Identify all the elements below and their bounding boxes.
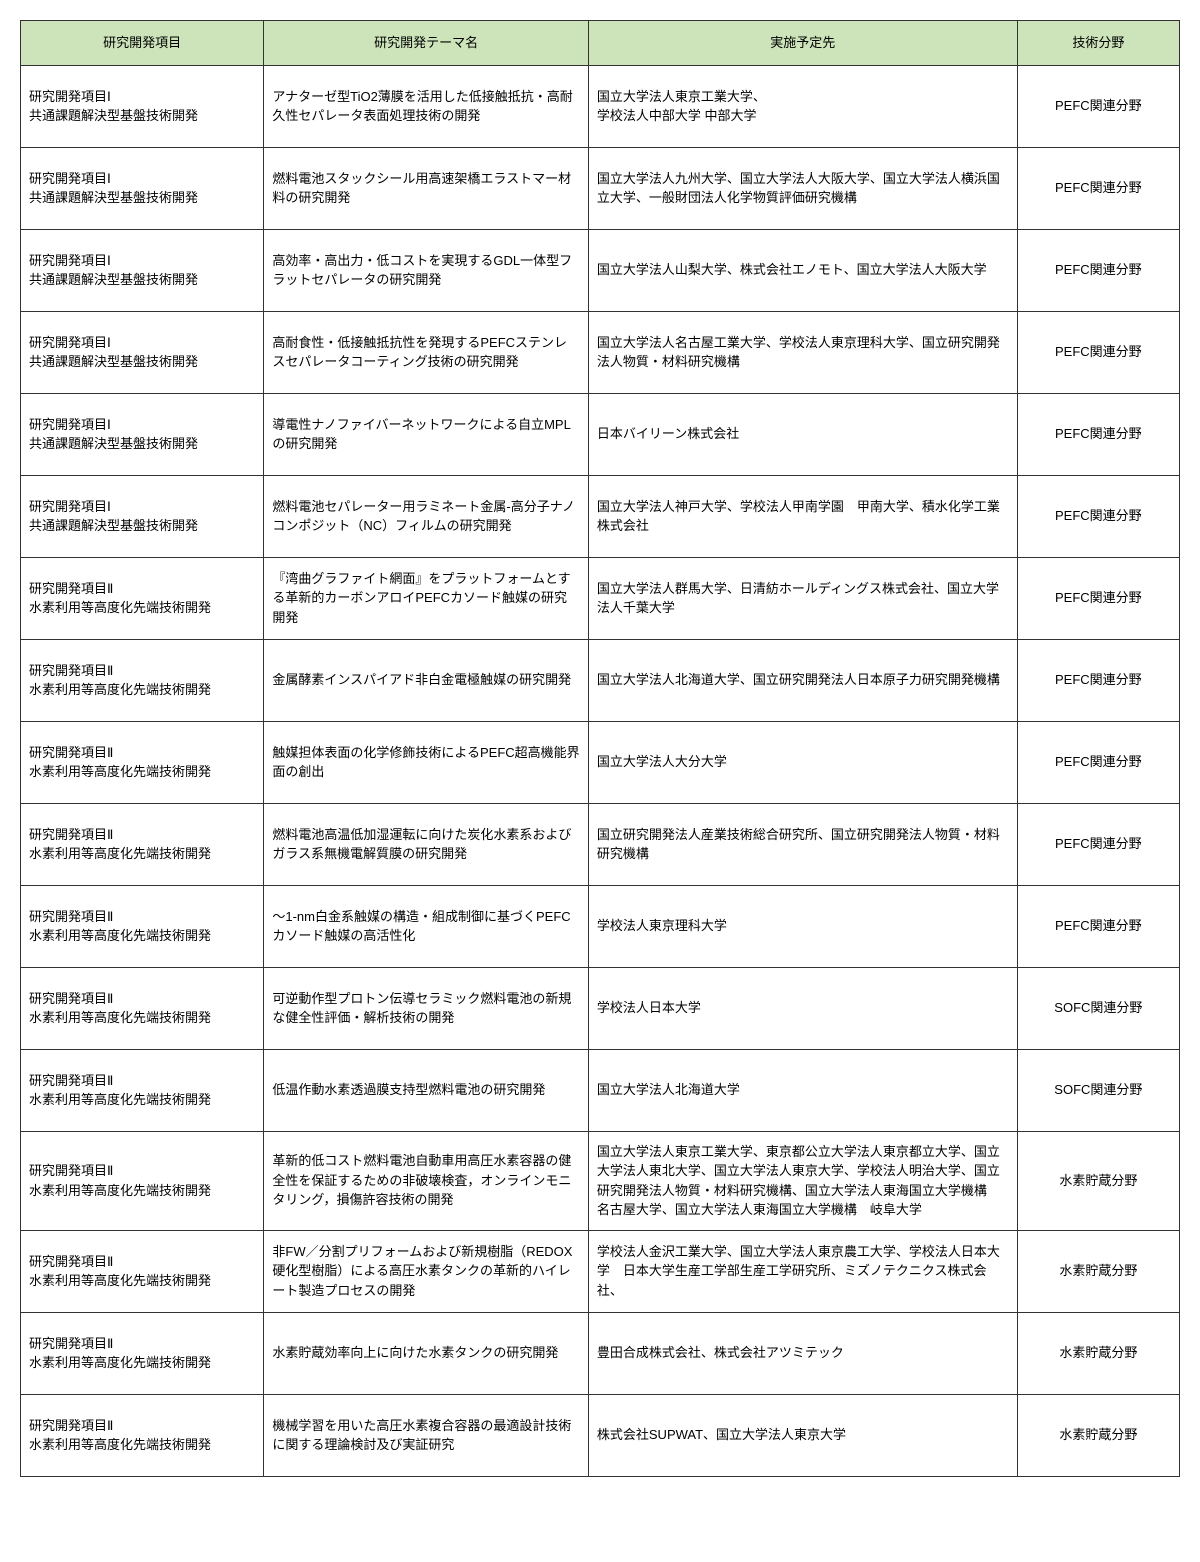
cell-field: PEFC関連分野 bbox=[1017, 639, 1179, 721]
cell-item: 研究開発項目Ⅱ 水素利用等高度化先端技術開発 bbox=[21, 639, 264, 721]
cell-theme: ～1-nm白金系触媒の構造・組成制御に基づくPEFCカソード触媒の高活性化 bbox=[264, 885, 589, 967]
cell-theme: 燃料電池スタックシール用高速架橋エラストマー材料の研究開発 bbox=[264, 147, 589, 229]
cell-field: PEFC関連分野 bbox=[1017, 147, 1179, 229]
cell-theme: 金属酵素インスパイアド非白金電極触媒の研究開発 bbox=[264, 639, 589, 721]
cell-org: 国立大学法人東京工業大学、 学校法人中部大学 中部大学 bbox=[588, 65, 1017, 147]
cell-field: PEFC関連分野 bbox=[1017, 803, 1179, 885]
header-field: 技術分野 bbox=[1017, 21, 1179, 66]
research-table: 研究開発項目 研究開発テーマ名 実施予定先 技術分野 研究開発項目Ⅰ 共通課題解… bbox=[20, 20, 1180, 1477]
cell-org: 学校法人金沢工業大学、国立大学法人東京農工大学、学校法人日本大学 日本大学生産工… bbox=[588, 1230, 1017, 1312]
cell-org: 学校法人東京理科大学 bbox=[588, 885, 1017, 967]
cell-field: SOFC関連分野 bbox=[1017, 1049, 1179, 1131]
cell-theme: 水素貯蔵効率向上に向けた水素タンクの研究開発 bbox=[264, 1312, 589, 1394]
cell-field: PEFC関連分野 bbox=[1017, 65, 1179, 147]
cell-field: PEFC関連分野 bbox=[1017, 393, 1179, 475]
cell-field: PEFC関連分野 bbox=[1017, 311, 1179, 393]
cell-theme: 触媒担体表面の化学修飾技術によるPEFC超高機能界面の創出 bbox=[264, 721, 589, 803]
cell-item: 研究開発項目Ⅱ 水素利用等高度化先端技術開発 bbox=[21, 1394, 264, 1476]
cell-theme: 高効率・高出力・低コストを実現するGDL一体型フラットセパレータの研究開発 bbox=[264, 229, 589, 311]
header-item: 研究開発項目 bbox=[21, 21, 264, 66]
cell-field: PEFC関連分野 bbox=[1017, 885, 1179, 967]
cell-item: 研究開発項目Ⅱ 水素利用等高度化先端技術開発 bbox=[21, 803, 264, 885]
cell-theme: 高耐食性・低接触抵抗性を発現するPEFCステンレスセパレータコーティング技術の研… bbox=[264, 311, 589, 393]
cell-item: 研究開発項目Ⅰ 共通課題解決型基盤技術開発 bbox=[21, 311, 264, 393]
cell-theme: アナターゼ型TiO2薄膜を活用した低接触抵抗・高耐久性セパレータ表面処理技術の開… bbox=[264, 65, 589, 147]
cell-item: 研究開発項目Ⅰ 共通課題解決型基盤技術開発 bbox=[21, 65, 264, 147]
cell-org: 国立研究開発法人産業技術総合研究所、国立研究開発法人物質・材料研究機構 bbox=[588, 803, 1017, 885]
cell-field: PEFC関連分野 bbox=[1017, 229, 1179, 311]
cell-item: 研究開発項目Ⅱ 水素利用等高度化先端技術開発 bbox=[21, 1312, 264, 1394]
table-row: 研究開発項目Ⅱ 水素利用等高度化先端技術開発燃料電池高温低加湿運転に向けた炭化水… bbox=[21, 803, 1180, 885]
cell-org: 国立大学法人九州大学、国立大学法人大阪大学、国立大学法人横浜国立大学、一般財団法… bbox=[588, 147, 1017, 229]
cell-field: 水素貯蔵分野 bbox=[1017, 1131, 1179, 1230]
cell-theme: 『湾曲グラファイト網面』をプラットフォームとする革新的カーボンアロイPEFCカソ… bbox=[264, 557, 589, 639]
cell-org: 国立大学法人北海道大学 bbox=[588, 1049, 1017, 1131]
table-row: 研究開発項目Ⅱ 水素利用等高度化先端技術開発革新的低コスト燃料電池自動車用高圧水… bbox=[21, 1131, 1180, 1230]
table-row: 研究開発項目Ⅱ 水素利用等高度化先端技術開発低温作動水素透過膜支持型燃料電池の研… bbox=[21, 1049, 1180, 1131]
cell-org: 国立大学法人大分大学 bbox=[588, 721, 1017, 803]
cell-item: 研究開発項目Ⅱ 水素利用等高度化先端技術開発 bbox=[21, 885, 264, 967]
cell-theme: 可逆動作型プロトン伝導セラミック燃料電池の新規な健全性評価・解析技術の開発 bbox=[264, 967, 589, 1049]
cell-item: 研究開発項目Ⅱ 水素利用等高度化先端技術開発 bbox=[21, 721, 264, 803]
cell-theme: 革新的低コスト燃料電池自動車用高圧水素容器の健全性を保証するための非破壊検査，オ… bbox=[264, 1131, 589, 1230]
cell-theme: 低温作動水素透過膜支持型燃料電池の研究開発 bbox=[264, 1049, 589, 1131]
table-row: 研究開発項目Ⅱ 水素利用等高度化先端技術開発『湾曲グラファイト網面』をプラットフ… bbox=[21, 557, 1180, 639]
cell-theme: 導電性ナノファイバーネットワークによる自立MPLの研究開発 bbox=[264, 393, 589, 475]
cell-field: SOFC関連分野 bbox=[1017, 967, 1179, 1049]
cell-item: 研究開発項目Ⅱ 水素利用等高度化先端技術開発 bbox=[21, 1049, 264, 1131]
cell-theme: 機械学習を用いた高圧水素複合容器の最適設計技術に関する理論検討及び実証研究 bbox=[264, 1394, 589, 1476]
cell-org: 国立大学法人名古屋工業大学、学校法人東京理科大学、国立研究開発法人物質・材料研究… bbox=[588, 311, 1017, 393]
table-row: 研究開発項目Ⅰ 共通課題解決型基盤技術開発高耐食性・低接触抵抗性を発現するPEF… bbox=[21, 311, 1180, 393]
cell-item: 研究開発項目Ⅰ 共通課題解決型基盤技術開発 bbox=[21, 229, 264, 311]
cell-org: 学校法人日本大学 bbox=[588, 967, 1017, 1049]
cell-item: 研究開発項目Ⅰ 共通課題解決型基盤技術開発 bbox=[21, 393, 264, 475]
cell-theme: 燃料電池セパレーター用ラミネート金属-高分子ナノコンポジット（NC）フィルムの研… bbox=[264, 475, 589, 557]
cell-item: 研究開発項目Ⅰ 共通課題解決型基盤技術開発 bbox=[21, 147, 264, 229]
cell-item: 研究開発項目Ⅱ 水素利用等高度化先端技術開発 bbox=[21, 1131, 264, 1230]
cell-field: 水素貯蔵分野 bbox=[1017, 1394, 1179, 1476]
cell-org: 株式会社SUPWAT、国立大学法人東京大学 bbox=[588, 1394, 1017, 1476]
table-row: 研究開発項目Ⅰ 共通課題解決型基盤技術開発燃料電池セパレーター用ラミネート金属-… bbox=[21, 475, 1180, 557]
cell-item: 研究開発項目Ⅱ 水素利用等高度化先端技術開発 bbox=[21, 967, 264, 1049]
cell-item: 研究開発項目Ⅱ 水素利用等高度化先端技術開発 bbox=[21, 557, 264, 639]
table-header-row: 研究開発項目 研究開発テーマ名 実施予定先 技術分野 bbox=[21, 21, 1180, 66]
table-row: 研究開発項目Ⅱ 水素利用等高度化先端技術開発非FW／分割プリフォームおよび新規樹… bbox=[21, 1230, 1180, 1312]
cell-theme: 非FW／分割プリフォームおよび新規樹脂（REDOX硬化型樹脂）による高圧水素タン… bbox=[264, 1230, 589, 1312]
cell-org: 国立大学法人群馬大学、日清紡ホールディングス株式会社、国立大学法人千葉大学 bbox=[588, 557, 1017, 639]
cell-field: PEFC関連分野 bbox=[1017, 557, 1179, 639]
cell-item: 研究開発項目Ⅱ 水素利用等高度化先端技術開発 bbox=[21, 1230, 264, 1312]
table-row: 研究開発項目Ⅱ 水素利用等高度化先端技術開発可逆動作型プロトン伝導セラミック燃料… bbox=[21, 967, 1180, 1049]
table-row: 研究開発項目Ⅱ 水素利用等高度化先端技術開発機械学習を用いた高圧水素複合容器の最… bbox=[21, 1394, 1180, 1476]
cell-org: 豊田合成株式会社、株式会社アツミテック bbox=[588, 1312, 1017, 1394]
cell-field: PEFC関連分野 bbox=[1017, 475, 1179, 557]
header-theme: 研究開発テーマ名 bbox=[264, 21, 589, 66]
cell-org: 日本バイリーン株式会社 bbox=[588, 393, 1017, 475]
cell-org: 国立大学法人東京工業大学、東京都公立大学法人東京都立大学、国立大学法人東北大学、… bbox=[588, 1131, 1017, 1230]
cell-org: 国立大学法人神戸大学、学校法人甲南学園 甲南大学、積水化学工業株式会社 bbox=[588, 475, 1017, 557]
cell-org: 国立大学法人山梨大学、株式会社エノモト、国立大学法人大阪大学 bbox=[588, 229, 1017, 311]
table-row: 研究開発項目Ⅰ 共通課題解決型基盤技術開発高効率・高出力・低コストを実現するGD… bbox=[21, 229, 1180, 311]
cell-field: PEFC関連分野 bbox=[1017, 721, 1179, 803]
table-row: 研究開発項目Ⅰ 共通課題解決型基盤技術開発アナターゼ型TiO2薄膜を活用した低接… bbox=[21, 65, 1180, 147]
table-row: 研究開発項目Ⅱ 水素利用等高度化先端技術開発～1-nm白金系触媒の構造・組成制御… bbox=[21, 885, 1180, 967]
table-row: 研究開発項目Ⅱ 水素利用等高度化先端技術開発金属酵素インスパイアド非白金電極触媒… bbox=[21, 639, 1180, 721]
header-org: 実施予定先 bbox=[588, 21, 1017, 66]
table-row: 研究開発項目Ⅰ 共通課題解決型基盤技術開発燃料電池スタックシール用高速架橋エラス… bbox=[21, 147, 1180, 229]
cell-org: 国立大学法人北海道大学、国立研究開発法人日本原子力研究開発機構 bbox=[588, 639, 1017, 721]
cell-item: 研究開発項目Ⅰ 共通課題解決型基盤技術開発 bbox=[21, 475, 264, 557]
table-row: 研究開発項目Ⅰ 共通課題解決型基盤技術開発導電性ナノファイバーネットワークによる… bbox=[21, 393, 1180, 475]
cell-field: 水素貯蔵分野 bbox=[1017, 1312, 1179, 1394]
table-row: 研究開発項目Ⅱ 水素利用等高度化先端技術開発水素貯蔵効率向上に向けた水素タンクの… bbox=[21, 1312, 1180, 1394]
cell-field: 水素貯蔵分野 bbox=[1017, 1230, 1179, 1312]
table-row: 研究開発項目Ⅱ 水素利用等高度化先端技術開発触媒担体表面の化学修飾技術によるPE… bbox=[21, 721, 1180, 803]
cell-theme: 燃料電池高温低加湿運転に向けた炭化水素系およびガラス系無機電解質膜の研究開発 bbox=[264, 803, 589, 885]
